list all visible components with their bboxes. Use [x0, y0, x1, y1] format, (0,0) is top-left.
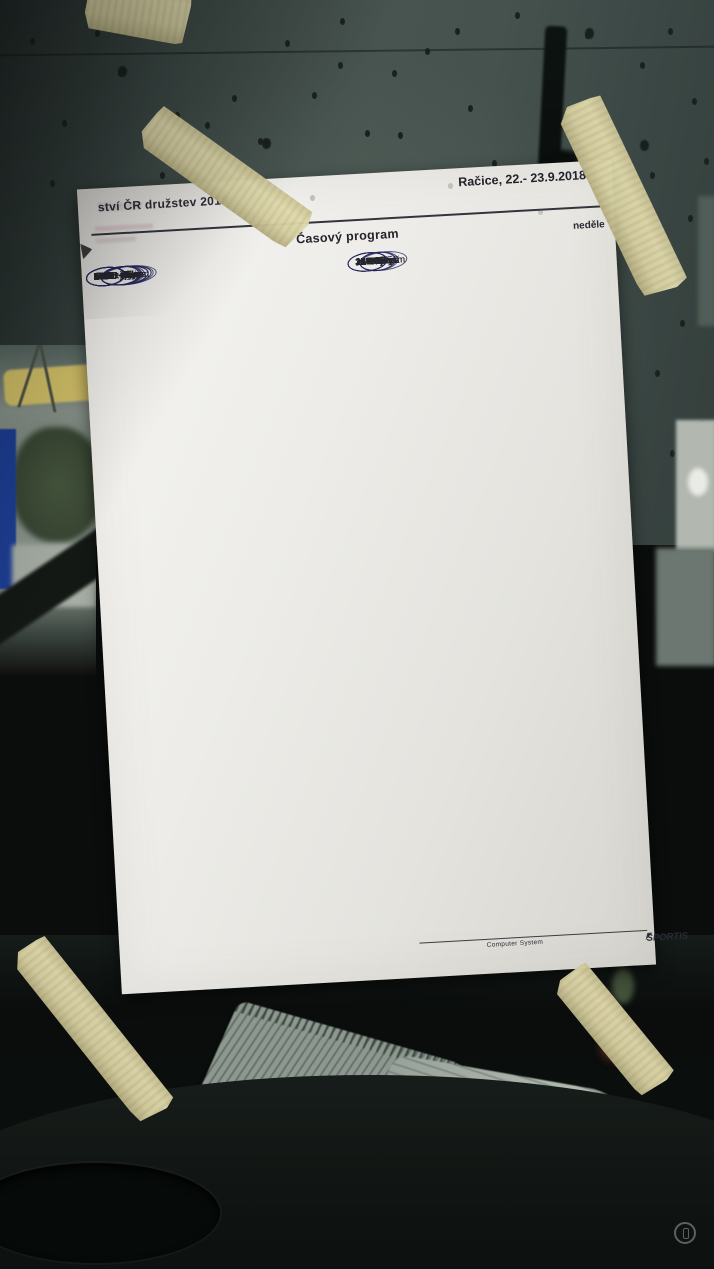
right-light-blob	[688, 468, 708, 496]
schedule-row: 14:05 122 4x- dci FA 26	[93, 269, 138, 285]
green-blur	[612, 968, 634, 1004]
camera-watermark-icon	[674, 1222, 696, 1244]
car-interior	[0, 935, 714, 1269]
cell-text: 26	[93, 271, 105, 283]
droplets-over-paper	[310, 195, 315, 201]
rain-droplets-large	[118, 66, 127, 77]
location-date: Račice, 22.- 23.9.2018	[457, 168, 587, 190]
pen-circle-annotation: 4x- dci	[108, 269, 138, 282]
day-label: neděle	[572, 219, 606, 232]
outside-view-left	[0, 345, 96, 675]
right-reflection-faint	[698, 196, 714, 326]
footer-line1: Computer System	[486, 938, 544, 949]
schedule-row: 16:25 142 8+ m FA 37	[355, 255, 389, 270]
schedule-sheet: Mistrov ství ČR družstev 2018 Račice, 22.…	[76, 159, 688, 995]
dashboard-recess	[0, 1163, 220, 1263]
right-mid-strip	[656, 548, 714, 666]
rain-droplets	[30, 38, 35, 45]
footer-line2: SPORTIS	[646, 930, 689, 944]
watermark-glyph	[683, 1228, 689, 1239]
green-bush	[12, 427, 96, 542]
cell-text: FA	[369, 255, 383, 268]
cell-text: 37	[355, 256, 367, 269]
